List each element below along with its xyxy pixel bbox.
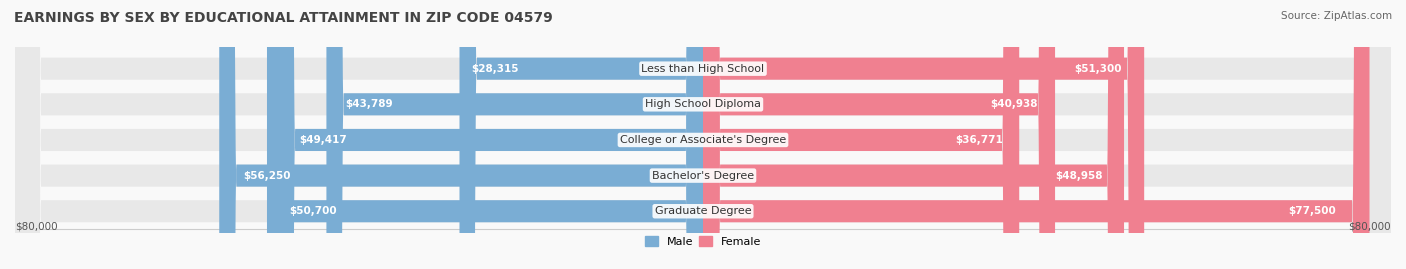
FancyBboxPatch shape — [703, 0, 1123, 269]
FancyBboxPatch shape — [703, 0, 1144, 269]
FancyBboxPatch shape — [267, 0, 703, 269]
FancyBboxPatch shape — [15, 0, 1391, 269]
FancyBboxPatch shape — [703, 0, 1019, 269]
FancyBboxPatch shape — [703, 0, 1369, 269]
Text: Source: ZipAtlas.com: Source: ZipAtlas.com — [1281, 11, 1392, 21]
Legend: Male, Female: Male, Female — [640, 232, 766, 251]
Text: $56,250: $56,250 — [243, 171, 291, 180]
Text: $80,000: $80,000 — [1348, 222, 1391, 232]
FancyBboxPatch shape — [326, 0, 703, 269]
FancyBboxPatch shape — [460, 0, 703, 269]
Text: $40,938: $40,938 — [990, 99, 1038, 109]
Text: $36,771: $36,771 — [956, 135, 1004, 145]
Text: Bachelor's Degree: Bachelor's Degree — [652, 171, 754, 180]
FancyBboxPatch shape — [219, 0, 703, 269]
FancyBboxPatch shape — [703, 0, 1054, 269]
Text: Graduate Degree: Graduate Degree — [655, 206, 751, 216]
Text: Less than High School: Less than High School — [641, 64, 765, 74]
Text: $80,000: $80,000 — [15, 222, 58, 232]
FancyBboxPatch shape — [15, 0, 1391, 269]
Text: $43,789: $43,789 — [346, 99, 392, 109]
Text: $48,958: $48,958 — [1056, 171, 1102, 180]
FancyBboxPatch shape — [15, 0, 1391, 269]
Text: $51,300: $51,300 — [1074, 64, 1122, 74]
Text: EARNINGS BY SEX BY EDUCATIONAL ATTAINMENT IN ZIP CODE 04579: EARNINGS BY SEX BY EDUCATIONAL ATTAINMEN… — [14, 11, 553, 25]
Text: $77,500: $77,500 — [1288, 206, 1336, 216]
Text: College or Associate's Degree: College or Associate's Degree — [620, 135, 786, 145]
Text: $49,417: $49,417 — [299, 135, 347, 145]
Text: $28,315: $28,315 — [471, 64, 519, 74]
Text: $50,700: $50,700 — [288, 206, 336, 216]
FancyBboxPatch shape — [15, 0, 1391, 269]
FancyBboxPatch shape — [15, 0, 1391, 269]
Text: High School Diploma: High School Diploma — [645, 99, 761, 109]
FancyBboxPatch shape — [278, 0, 703, 269]
